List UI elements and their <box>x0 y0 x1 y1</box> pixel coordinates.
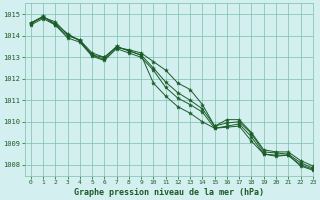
X-axis label: Graphe pression niveau de la mer (hPa): Graphe pression niveau de la mer (hPa) <box>74 188 264 197</box>
